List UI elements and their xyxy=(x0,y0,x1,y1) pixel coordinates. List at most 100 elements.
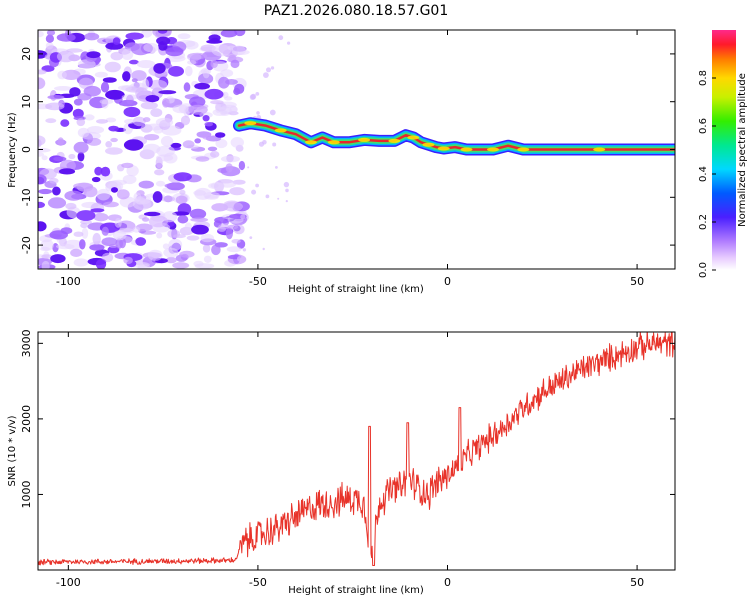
noise-blob xyxy=(122,174,137,185)
noise-blob xyxy=(90,208,105,213)
noise-blob xyxy=(195,156,210,162)
noise-speck xyxy=(255,183,259,188)
noise-blob xyxy=(45,102,65,111)
noise-blob xyxy=(73,258,89,267)
y-tick-label: 1000 xyxy=(20,480,33,508)
noise-blob xyxy=(142,143,161,154)
noise-blob xyxy=(177,33,191,40)
noise-blob xyxy=(61,69,81,80)
noise-blob xyxy=(84,32,100,41)
x-tick-label: 0 xyxy=(444,576,451,589)
noise-blob xyxy=(129,59,139,65)
noise-blob xyxy=(93,213,109,222)
noise-blob xyxy=(81,227,89,239)
track-highlight xyxy=(407,135,420,140)
noise-blob xyxy=(156,232,163,239)
noise-blob xyxy=(186,235,200,241)
noise-blob xyxy=(101,237,118,247)
noise-blob xyxy=(136,60,156,69)
colorbar-label: Normalized spectral amplitude xyxy=(737,73,748,227)
noise-speck xyxy=(237,255,243,262)
noise-blob xyxy=(68,153,76,160)
noise-blob xyxy=(224,96,233,101)
noise-blob xyxy=(58,168,76,175)
noise-blob xyxy=(184,40,199,50)
track-highlight xyxy=(460,147,473,152)
noise-blob xyxy=(86,125,105,134)
noise-blob xyxy=(141,30,153,38)
noise-blob xyxy=(225,227,233,240)
noise-blob xyxy=(187,60,197,65)
snr-axes: -100 -50 0 50 1000 2000 3000 xyxy=(20,329,675,589)
x-tick-label: 0 xyxy=(444,275,451,288)
y-tick-label: -20 xyxy=(20,236,33,254)
noise-blob xyxy=(53,156,67,162)
noise-blob xyxy=(210,151,220,158)
noise-speck xyxy=(275,166,278,169)
noise-blob xyxy=(96,188,111,201)
noise-blob xyxy=(183,82,191,92)
noise-blob xyxy=(47,197,67,209)
noise-blob xyxy=(223,201,243,212)
noise-blob xyxy=(76,210,96,221)
noise-blob xyxy=(94,71,108,78)
spectrogram-noise-region xyxy=(38,30,291,269)
colorbar-gradient xyxy=(712,30,736,270)
noise-blob xyxy=(220,30,238,38)
noise-blob xyxy=(105,147,123,155)
noise-speck xyxy=(265,194,270,199)
noise-blob xyxy=(123,256,133,265)
noise-speck xyxy=(249,236,253,240)
noise-blob xyxy=(124,119,135,124)
noise-blob xyxy=(131,78,138,83)
noise-blob xyxy=(173,172,192,182)
snr-series-layer xyxy=(38,332,675,566)
x-tick-label: -50 xyxy=(249,576,267,589)
noise-blob xyxy=(101,226,109,236)
noise-blob xyxy=(101,99,109,109)
noise-speck xyxy=(287,41,291,45)
noise-blob xyxy=(193,260,204,267)
noise-blob xyxy=(142,217,150,222)
noise-blob xyxy=(158,90,177,95)
noise-speck xyxy=(277,197,280,200)
noise-blob xyxy=(47,95,65,100)
noise-blob xyxy=(234,30,246,37)
noise-blob xyxy=(179,189,186,195)
noise-blob xyxy=(138,180,154,189)
colorbar: 0.0 0.2 0.4 0.6 0.8 Normalized spectral ampl… xyxy=(698,30,748,278)
chart-title: PAZ1.2026.080.18.57.G01 xyxy=(264,3,449,19)
spectrogram-signal-track xyxy=(233,117,675,156)
x-tick-label: 50 xyxy=(630,275,644,288)
track-highlight xyxy=(487,147,499,152)
noise-blob xyxy=(59,159,76,172)
noise-blob xyxy=(231,45,246,56)
noise-blob xyxy=(111,187,118,193)
noise-blob xyxy=(102,201,119,208)
noise-speck xyxy=(262,247,265,251)
noise-blob xyxy=(184,222,193,233)
noise-blob xyxy=(132,198,152,211)
noise-blob xyxy=(202,115,210,122)
x-tick-label: -100 xyxy=(56,576,81,589)
noise-speck xyxy=(256,111,260,115)
noise-blob xyxy=(142,78,150,90)
noise-blob xyxy=(40,246,50,252)
noise-speck xyxy=(242,248,247,252)
noise-blob xyxy=(38,77,46,90)
noise-blob xyxy=(215,132,226,138)
noise-blob xyxy=(89,244,105,251)
noise-blob xyxy=(152,191,163,203)
noise-blob xyxy=(38,147,51,153)
noise-blob xyxy=(50,254,66,264)
noise-blob xyxy=(229,105,238,115)
noise-blob xyxy=(218,106,232,115)
noise-blob xyxy=(143,211,161,217)
noise-blob xyxy=(182,140,195,149)
noise-speck xyxy=(278,35,284,41)
noise-blob xyxy=(79,239,86,250)
noise-blob xyxy=(100,81,110,93)
noise-blob xyxy=(144,134,160,141)
